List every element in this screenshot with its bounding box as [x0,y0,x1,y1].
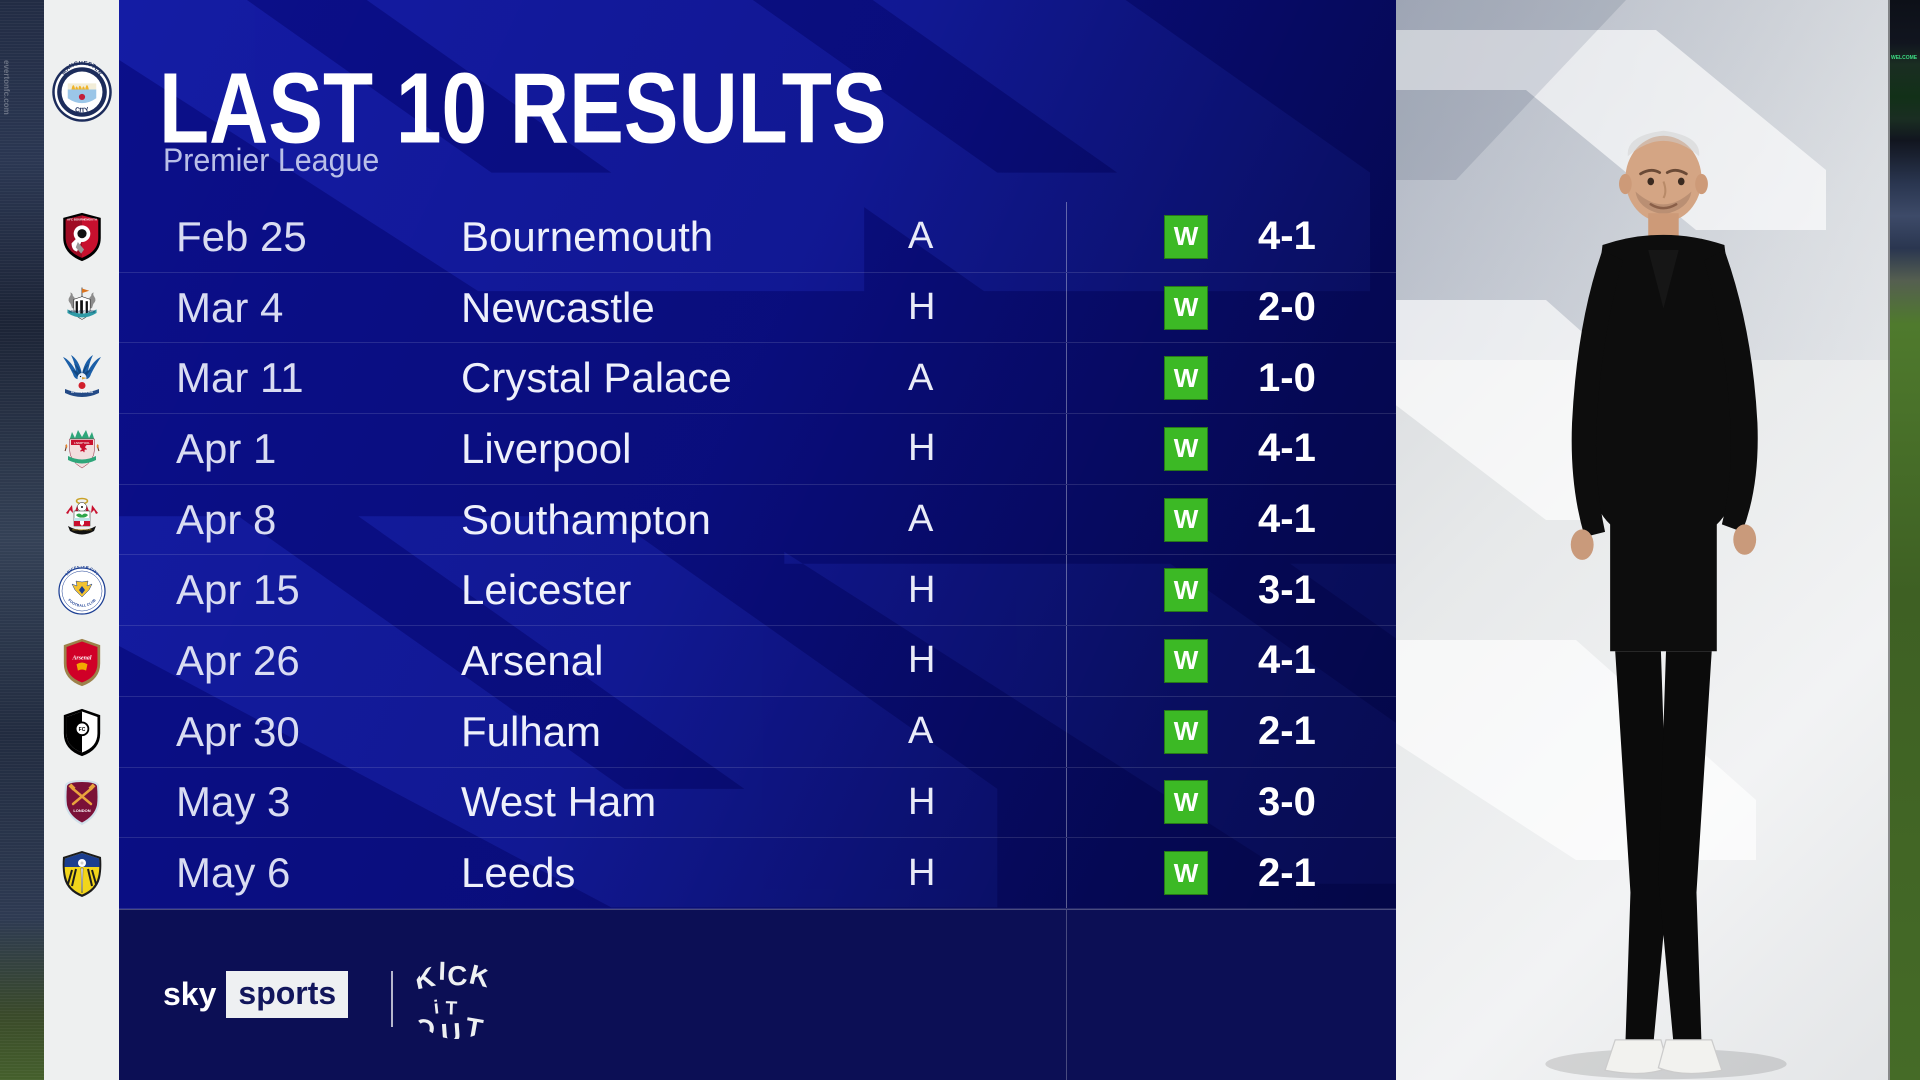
svg-text:LONDON: LONDON [73,808,90,813]
svg-text:U: U [440,1017,462,1039]
svg-text:C: C [447,960,468,992]
svg-text:AFC BOURNEMOUTH: AFC BOURNEMOUTH [66,218,96,222]
svg-text:CRYSTAL PALACE: CRYSTAL PALACE [70,391,93,394]
svg-text:FC: FC [78,727,85,733]
svg-text:I: I [438,959,446,986]
svg-text:NEWCASTLE UNITED: NEWCASTLE UNITED [69,311,95,314]
svg-text:Arsenal: Arsenal [71,655,91,661]
svg-text:T: T [445,998,458,1019]
